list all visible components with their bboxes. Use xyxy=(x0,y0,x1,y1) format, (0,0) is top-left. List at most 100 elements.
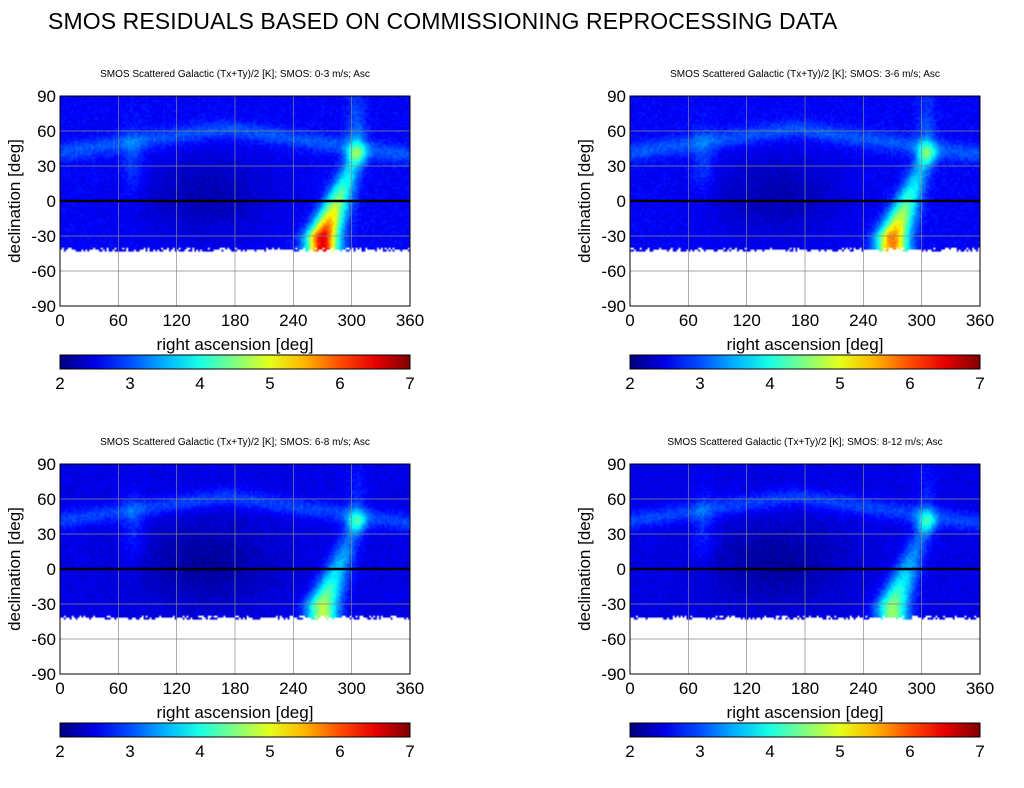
colorbar-tick-label: 2 xyxy=(625,374,634,393)
y-tick-label: -30 xyxy=(31,227,56,246)
heatmap-panel-8-12: SMOS Scattered Galactic (Tx+Ty)/2 [K]; S… xyxy=(570,428,1010,788)
y-tick-label: 60 xyxy=(607,490,626,509)
y-tick-label: 30 xyxy=(607,157,626,176)
y-tick-label: 60 xyxy=(607,122,626,141)
colorbar-tick-label: 7 xyxy=(405,374,414,393)
colorbar-tick-label: 6 xyxy=(335,742,344,761)
x-tick-label: 0 xyxy=(625,311,634,330)
colorbar xyxy=(59,722,411,738)
y-tick-label: 0 xyxy=(47,560,56,579)
colorbar-tick-label: 5 xyxy=(265,742,274,761)
colorbar-tick-label: 2 xyxy=(55,742,64,761)
x-axis-label: right ascension [deg] xyxy=(727,335,884,354)
x-axis-label: right ascension [deg] xyxy=(727,703,884,722)
x-tick-label: 60 xyxy=(679,679,698,698)
chart-title: SMOS Scattered Galactic (Tx+Ty)/2 [K]; S… xyxy=(667,437,942,448)
heatmap-panel-0-3: SMOS Scattered Galactic (Tx+Ty)/2 [K]; S… xyxy=(0,60,440,420)
y-tick-label: 60 xyxy=(37,490,56,509)
y-tick-label: -30 xyxy=(601,227,626,246)
x-tick-label: 120 xyxy=(162,679,190,698)
x-tick-label: 120 xyxy=(732,311,760,330)
x-tick-label: 0 xyxy=(55,311,64,330)
colorbar-tick-label: 5 xyxy=(835,374,844,393)
y-tick-label: -90 xyxy=(31,297,56,316)
y-tick-label: -90 xyxy=(601,297,626,316)
y-tick-label: -30 xyxy=(31,595,56,614)
y-tick-label: 0 xyxy=(617,192,626,211)
y-tick-label: 0 xyxy=(617,560,626,579)
page-title: SMOS RESIDUALS BASED ON COMMISSIONING RE… xyxy=(48,8,838,34)
x-tick-label: 120 xyxy=(162,311,190,330)
x-axis-label: right ascension [deg] xyxy=(157,703,314,722)
y-tick-label: 30 xyxy=(37,525,56,544)
plot-frame xyxy=(59,95,411,307)
chart-svg: SMOS Scattered Galactic (Tx+Ty)/2 [K]; S… xyxy=(575,69,994,393)
x-tick-label: 0 xyxy=(55,679,64,698)
y-tick-label: -60 xyxy=(601,262,626,281)
colorbar-tick-label: 4 xyxy=(195,742,204,761)
chart-title: SMOS Scattered Galactic (Tx+Ty)/2 [K]; S… xyxy=(100,437,370,448)
colorbar-tick-label: 3 xyxy=(695,374,704,393)
x-tick-label: 240 xyxy=(849,311,877,330)
colorbar-tick-label: 2 xyxy=(625,742,634,761)
x-tick-label: 60 xyxy=(679,311,698,330)
x-tick-label: 180 xyxy=(221,311,249,330)
x-tick-label: 240 xyxy=(279,679,307,698)
x-tick-label: 240 xyxy=(849,679,877,698)
x-tick-label: 60 xyxy=(109,679,128,698)
chart-title: SMOS Scattered Galactic (Tx+Ty)/2 [K]; S… xyxy=(100,69,370,80)
heatmap-panel-3-6: SMOS Scattered Galactic (Tx+Ty)/2 [K]; S… xyxy=(570,60,1010,420)
y-tick-label: -90 xyxy=(601,665,626,684)
colorbar-tick-label: 7 xyxy=(975,742,984,761)
plot-frame xyxy=(629,463,981,675)
heatmap-panel-6-8: SMOS Scattered Galactic (Tx+Ty)/2 [K]; S… xyxy=(0,428,440,788)
y-axis-label: declination [deg] xyxy=(575,139,594,263)
plot-frame xyxy=(629,95,981,307)
y-tick-label: -30 xyxy=(601,595,626,614)
y-tick-label: -60 xyxy=(601,630,626,649)
x-tick-label: 300 xyxy=(337,311,365,330)
x-tick-label: 360 xyxy=(396,311,424,330)
colorbar-tick-label: 2 xyxy=(55,374,64,393)
x-tick-label: 360 xyxy=(396,679,424,698)
chart-svg: SMOS Scattered Galactic (Tx+Ty)/2 [K]; S… xyxy=(5,437,424,761)
y-tick-label: 90 xyxy=(37,455,56,474)
chart-svg: SMOS Scattered Galactic (Tx+Ty)/2 [K]; S… xyxy=(575,437,994,761)
y-tick-label: 90 xyxy=(37,87,56,106)
y-tick-label: 30 xyxy=(607,525,626,544)
colorbar xyxy=(629,722,981,738)
x-tick-label: 60 xyxy=(109,311,128,330)
x-tick-label: 300 xyxy=(907,679,935,698)
x-tick-label: 240 xyxy=(279,311,307,330)
y-tick-label: 90 xyxy=(607,87,626,106)
colorbar-tick-label: 4 xyxy=(195,374,204,393)
y-tick-label: 0 xyxy=(47,192,56,211)
x-tick-label: 120 xyxy=(732,679,760,698)
x-axis-label: right ascension [deg] xyxy=(157,335,314,354)
colorbar-tick-label: 6 xyxy=(905,742,914,761)
y-axis-label: declination [deg] xyxy=(575,507,594,631)
x-tick-label: 180 xyxy=(791,311,819,330)
x-tick-label: 300 xyxy=(907,311,935,330)
y-tick-label: -60 xyxy=(31,262,56,281)
x-tick-label: 360 xyxy=(966,311,994,330)
colorbar-tick-label: 3 xyxy=(125,374,134,393)
y-tick-label: -60 xyxy=(31,630,56,649)
y-axis-label: declination [deg] xyxy=(5,139,24,263)
x-tick-label: 180 xyxy=(221,679,249,698)
colorbar-tick-label: 5 xyxy=(835,742,844,761)
y-tick-label: 90 xyxy=(607,455,626,474)
x-tick-label: 300 xyxy=(337,679,365,698)
colorbar-tick-label: 4 xyxy=(765,742,774,761)
y-axis-label: declination [deg] xyxy=(5,507,24,631)
colorbar-tick-label: 3 xyxy=(695,742,704,761)
colorbar xyxy=(59,354,411,370)
x-tick-label: 180 xyxy=(791,679,819,698)
x-tick-label: 360 xyxy=(966,679,994,698)
colorbar-tick-label: 7 xyxy=(975,374,984,393)
colorbar xyxy=(629,354,981,370)
colorbar-tick-label: 6 xyxy=(335,374,344,393)
plot-frame xyxy=(59,463,411,675)
colorbar-tick-label: 4 xyxy=(765,374,774,393)
x-tick-label: 0 xyxy=(625,679,634,698)
